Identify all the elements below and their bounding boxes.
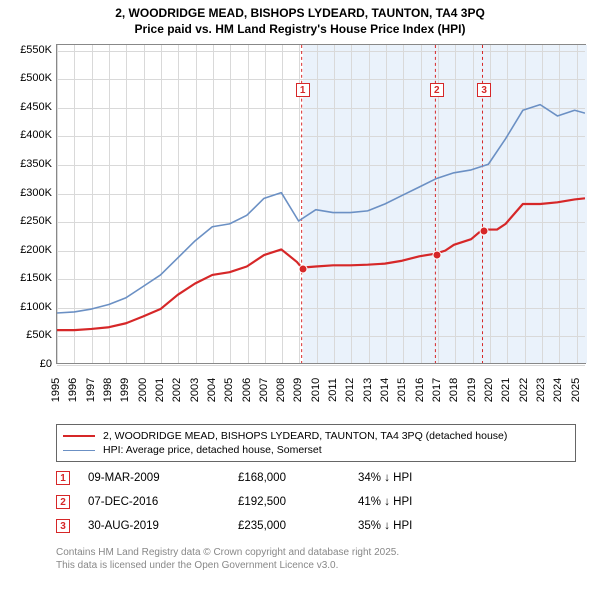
sale-dot — [480, 226, 489, 235]
x-tick-label: 2020 — [483, 378, 495, 402]
title-line-1: 2, WOODRIDGE MEAD, BISHOPS LYDEARD, TAUN… — [0, 6, 600, 22]
sale-row: 2 07-DEC-2016£192,50041% ↓ HPI — [56, 490, 576, 514]
sale-price: £235,000 — [238, 520, 358, 532]
x-tick-label: 2005 — [223, 378, 235, 402]
x-tick-label: 2001 — [154, 378, 166, 402]
line-series-svg — [57, 45, 585, 363]
x-tick-label: 2024 — [552, 378, 564, 402]
y-tick-label: £550K — [8, 44, 52, 56]
y-tick-label: £50K — [8, 329, 52, 341]
title-block: 2, WOODRIDGE MEAD, BISHOPS LYDEARD, TAUN… — [0, 0, 600, 37]
copyright-line-2: This data is licensed under the Open Gov… — [56, 559, 399, 572]
sale-row-marker: 3 — [56, 519, 70, 533]
sale-price: £192,500 — [238, 496, 358, 508]
y-tick-label: £0 — [8, 358, 52, 370]
chart-container: 2, WOODRIDGE MEAD, BISHOPS LYDEARD, TAUN… — [0, 0, 600, 590]
x-tick-label: 2000 — [137, 378, 149, 402]
sale-dot — [432, 251, 441, 260]
sale-row-marker: 2 — [56, 495, 70, 509]
y-tick-label: £350K — [8, 158, 52, 170]
x-tick-label: 2017 — [431, 378, 443, 402]
series-hpi — [57, 105, 585, 313]
y-tick-label: £250K — [8, 215, 52, 227]
sale-row: 3 30-AUG-2019£235,00035% ↓ HPI — [56, 514, 576, 538]
y-tick-label: £400K — [8, 129, 52, 141]
y-tick-label: £200K — [8, 244, 52, 256]
sale-delta: 35% ↓ HPI — [358, 520, 576, 532]
sale-date: 09-MAR-2009 — [88, 472, 238, 484]
y-tick-label: £150K — [8, 272, 52, 284]
x-tick-label: 2011 — [327, 378, 339, 402]
y-tick-label: £100K — [8, 301, 52, 313]
x-tick-label: 2002 — [171, 378, 183, 402]
sale-marker-1: 1 — [296, 83, 310, 97]
x-tick-label: 2014 — [379, 378, 391, 402]
legend-label: HPI: Average price, detached house, Some… — [103, 444, 322, 456]
x-tick-label: 1996 — [67, 378, 79, 402]
x-tick-label: 2013 — [362, 378, 374, 402]
y-tick-label: £300K — [8, 187, 52, 199]
sale-delta: 41% ↓ HPI — [358, 496, 576, 508]
sales-table: 1 09-MAR-2009£168,00034% ↓ HPI 2 07-DEC-201… — [56, 466, 576, 538]
sale-marker-2: 2 — [430, 83, 444, 97]
legend-item: 2, WOODRIDGE MEAD, BISHOPS LYDEARD, TAUN… — [63, 429, 569, 443]
chart-area: 1 2 3 £0 £50K £100K £150K £200K £250K £300K £350K… — [8, 44, 592, 414]
legend-swatch — [63, 450, 95, 451]
x-tick-label: 2008 — [275, 378, 287, 402]
x-tick-label: 1995 — [50, 378, 62, 402]
x-tick-label: 2004 — [206, 378, 218, 402]
x-tick-label: 2006 — [241, 378, 253, 402]
sale-dot — [298, 265, 307, 274]
x-tick-label: 2025 — [570, 378, 582, 402]
x-tick-label: 2015 — [396, 378, 408, 402]
series-price_paid — [57, 198, 585, 330]
legend: 2, WOODRIDGE MEAD, BISHOPS LYDEARD, TAUN… — [56, 424, 576, 462]
sale-date: 07-DEC-2016 — [88, 496, 238, 508]
x-tick-label: 1997 — [85, 378, 97, 402]
sale-marker-3: 3 — [477, 83, 491, 97]
x-tick-label: 2021 — [500, 378, 512, 402]
legend-label: 2, WOODRIDGE MEAD, BISHOPS LYDEARD, TAUN… — [103, 430, 507, 442]
plot-area: 1 2 3 — [56, 44, 586, 364]
sale-delta: 34% ↓ HPI — [358, 472, 576, 484]
x-tick-label: 1999 — [119, 378, 131, 402]
x-tick-label: 2019 — [466, 378, 478, 402]
sale-date: 30-AUG-2019 — [88, 520, 238, 532]
x-tick-label: 2012 — [344, 378, 356, 402]
x-tick-label: 2007 — [258, 378, 270, 402]
title-line-2: Price paid vs. HM Land Registry's House … — [0, 22, 600, 38]
x-tick-label: 2018 — [448, 378, 460, 402]
gridline-h — [57, 365, 585, 366]
x-tick-label: 2016 — [414, 378, 426, 402]
sale-price: £168,000 — [238, 472, 358, 484]
x-tick-label: 1998 — [102, 378, 114, 402]
legend-item: HPI: Average price, detached house, Some… — [63, 443, 569, 457]
legend-swatch — [63, 435, 95, 437]
y-tick-label: £450K — [8, 101, 52, 113]
copyright-line-1: Contains HM Land Registry data © Crown c… — [56, 546, 399, 559]
x-tick-label: 2009 — [292, 378, 304, 402]
x-tick-label: 2010 — [310, 378, 322, 402]
sale-row-marker: 1 — [56, 471, 70, 485]
x-tick-label: 2003 — [189, 378, 201, 402]
x-tick-label: 2022 — [518, 378, 530, 402]
sale-row: 1 09-MAR-2009£168,00034% ↓ HPI — [56, 466, 576, 490]
y-tick-label: £500K — [8, 72, 52, 84]
copyright-notice: Contains HM Land Registry data © Crown c… — [56, 546, 399, 572]
x-tick-label: 2023 — [535, 378, 547, 402]
